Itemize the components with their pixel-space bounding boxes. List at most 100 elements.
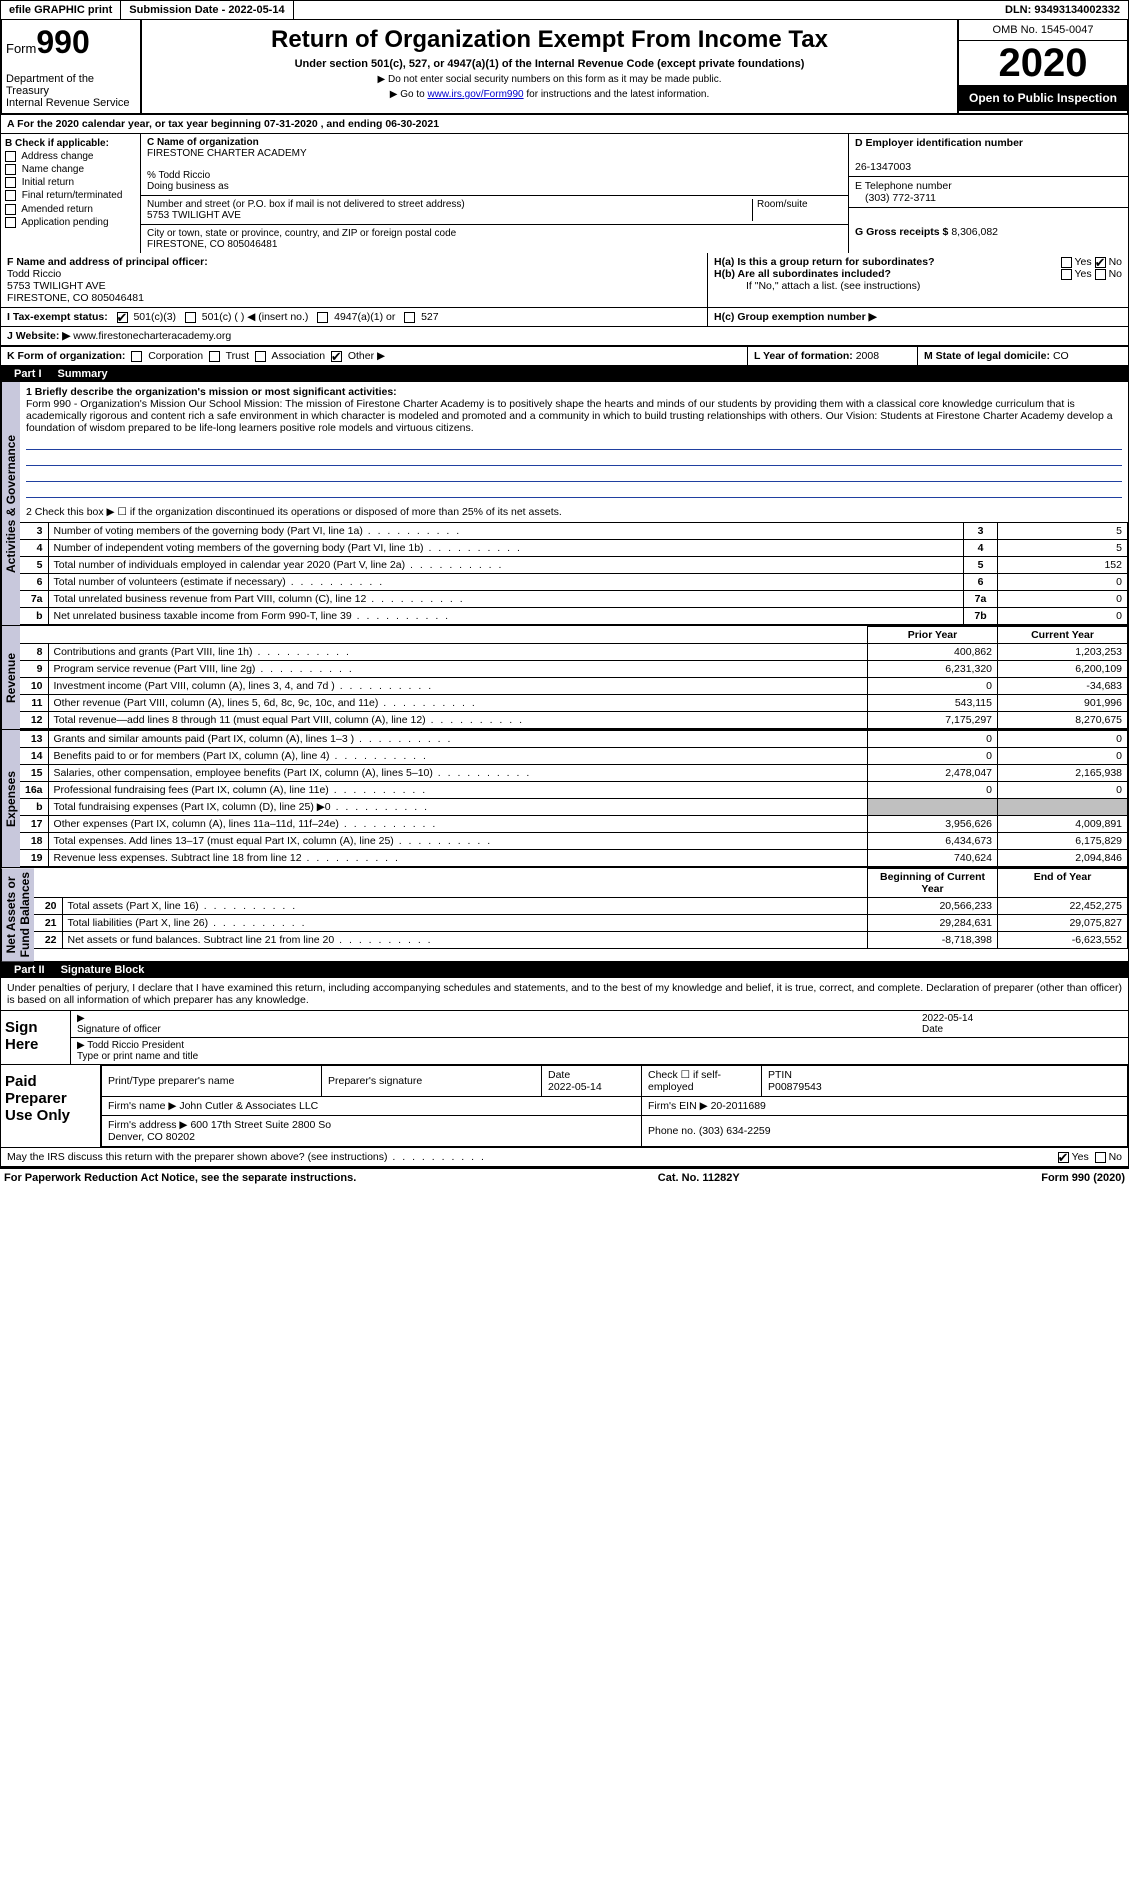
box-h: H(a) Is this a group return for subordin… xyxy=(708,253,1128,307)
ck-527[interactable] xyxy=(404,312,415,323)
side-rev: Revenue xyxy=(1,626,20,729)
table-header-row: Beginning of Current YearEnd of Year xyxy=(34,869,1128,898)
opt-assoc: Association xyxy=(271,350,325,362)
box-e: E Telephone number (303) 772-3711 xyxy=(849,177,1128,208)
table-row: 22Net assets or fund balances. Subtract … xyxy=(34,932,1128,949)
ck-assoc[interactable] xyxy=(255,351,266,362)
box-b-item[interactable]: Address change xyxy=(5,151,136,162)
pp-sig-label: Preparer's signature xyxy=(322,1066,542,1097)
box-f: F Name and address of principal officer:… xyxy=(1,253,708,307)
table-row: 9Program service revenue (Part VIII, lin… xyxy=(20,661,1128,678)
box-b-title: B Check if applicable: xyxy=(5,138,136,149)
part1-header: Part I Summary xyxy=(0,366,1129,382)
box-m: M State of legal domicile: CO xyxy=(918,347,1128,365)
table-row: 10Investment income (Part VIII, column (… xyxy=(20,678,1128,695)
ha-no[interactable] xyxy=(1095,257,1106,268)
city: FIRESTONE, CO 805046481 xyxy=(147,239,277,250)
hb-no[interactable] xyxy=(1095,269,1106,280)
box-b-item[interactable]: Amended return xyxy=(5,204,136,215)
side-ag: Activities & Governance xyxy=(1,382,20,625)
ck-501c3[interactable] xyxy=(117,312,128,323)
firm-ein: 20-2011689 xyxy=(711,1100,766,1112)
table-row: 12Total revenue—add lines 8 through 11 (… xyxy=(20,712,1128,729)
part2-title: Signature Block xyxy=(61,964,145,976)
instruction-2: ▶ Go to www.irs.gov/Form990 for instruct… xyxy=(148,89,951,100)
firm-ein-label: Firm's EIN ▶ xyxy=(648,1100,708,1112)
firm-name-label: Firm's name ▶ xyxy=(108,1100,176,1112)
line1-label: 1 Briefly describe the organization's mi… xyxy=(26,386,397,398)
phone-value: (303) 772-3711 xyxy=(855,192,936,204)
section-net: Net Assets or Fund Balances Beginning of… xyxy=(0,868,1129,962)
room-label: Room/suite xyxy=(752,199,842,221)
instruction-1: ▶ Do not enter social security numbers o… xyxy=(148,74,951,85)
ck-4947[interactable] xyxy=(317,312,328,323)
table-row: 17Other expenses (Part IX, column (A), l… xyxy=(20,816,1128,833)
pp-date-label: Date xyxy=(548,1069,570,1081)
dln: DLN: 93493134002332 xyxy=(997,1,1128,19)
mission-text: Form 990 - Organization's Mission Our Sc… xyxy=(26,398,1113,434)
table-row: 14Benefits paid to or for members (Part … xyxy=(20,748,1128,765)
city-row: City or town, state or province, country… xyxy=(141,225,848,253)
table-row: 8Contributions and grants (Part VIII, li… xyxy=(20,644,1128,661)
hb-label: H(b) Are all subordinates included? xyxy=(714,268,891,280)
box-hc: H(c) Group exemption number ▶ xyxy=(708,308,1128,326)
firm-phone: (303) 634-2259 xyxy=(699,1125,771,1137)
care-of: % Todd Riccio xyxy=(147,170,210,181)
side-exp: Expenses xyxy=(1,730,20,867)
box-b-item[interactable]: Initial return xyxy=(5,177,136,188)
part1-title: Summary xyxy=(58,368,108,380)
discuss-yes[interactable] xyxy=(1058,1152,1069,1163)
ein-label: D Employer identification number xyxy=(855,137,1023,149)
omb-number: OMB No. 1545-0047 xyxy=(959,20,1127,41)
box-b-item[interactable]: Final return/terminated xyxy=(5,190,136,201)
pp-self: Check ☐ if self-employed xyxy=(642,1066,762,1097)
firm-name: John Cutler & Associates LLC xyxy=(179,1100,318,1112)
form-subtitle: Under section 501(c), 527, or 4947(a)(1)… xyxy=(148,58,951,70)
form-org-label: K Form of organization: xyxy=(7,350,125,362)
efile-label: efile GRAPHIC print xyxy=(1,1,121,19)
officer-label: F Name and address of principal officer: xyxy=(7,256,208,268)
org-name-label: C Name of organization xyxy=(147,137,259,148)
officer-addr1: 5753 TWILIGHT AVE xyxy=(7,280,106,292)
department: Department of the Treasury Internal Reve… xyxy=(6,73,136,109)
ptin: P00879543 xyxy=(768,1081,822,1093)
table-net: Beginning of Current YearEnd of Year20To… xyxy=(34,868,1128,949)
phone-label: E Telephone number xyxy=(855,180,952,192)
table-rev: Prior YearCurrent Year8Contributions and… xyxy=(20,626,1128,729)
street-label: Number and street (or P.O. box if mail i… xyxy=(147,199,465,210)
form-number: 990 xyxy=(36,24,89,60)
box-c: C Name of organization FIRESTONE CHARTER… xyxy=(141,134,848,253)
box-b-item[interactable]: Application pending xyxy=(5,217,136,228)
pp-date: 2022-05-14 xyxy=(548,1081,602,1093)
table-row: 11Other revenue (Part VIII, column (A), … xyxy=(20,695,1128,712)
opt-501c3: 501(c)(3) xyxy=(133,311,176,323)
irs-link[interactable]: www.irs.gov/Form990 xyxy=(427,89,523,100)
box-g: G Gross receipts $ 8,306,082 xyxy=(849,208,1128,241)
box-b-item[interactable]: Name change xyxy=(5,164,136,175)
table-row: 13Grants and similar amounts paid (Part … xyxy=(20,731,1128,748)
table-row: 19Revenue less expenses. Subtract line 1… xyxy=(20,850,1128,867)
year-formation: 2008 xyxy=(856,350,879,362)
ha-yes[interactable] xyxy=(1061,257,1072,268)
section-rev: Revenue Prior YearCurrent Year8Contribut… xyxy=(0,626,1129,730)
part2-label: Part II xyxy=(8,964,51,976)
submission-date: Submission Date - 2022-05-14 xyxy=(121,1,293,19)
discuss-no[interactable] xyxy=(1095,1152,1106,1163)
ck-trust[interactable] xyxy=(209,351,220,362)
opt-other: Other ▶ xyxy=(348,350,385,362)
table-exp: 13Grants and similar amounts paid (Part … xyxy=(20,730,1128,867)
ck-corp[interactable] xyxy=(131,351,142,362)
opt-527: 527 xyxy=(421,311,439,323)
city-label: City or town, state or province, country… xyxy=(147,228,456,239)
ck-501c[interactable] xyxy=(185,312,196,323)
opt-trust: Trust xyxy=(226,350,250,362)
org-name: FIRESTONE CHARTER ACADEMY xyxy=(147,148,307,159)
opt-501c: 501(c) ( ) ◀ (insert no.) xyxy=(202,311,309,323)
instr2-pre: ▶ Go to xyxy=(390,89,428,100)
ck-other[interactable] xyxy=(331,351,342,362)
form-title: Return of Organization Exempt From Incom… xyxy=(148,26,951,54)
hb-yes[interactable] xyxy=(1061,269,1072,280)
table-row: bTotal fundraising expenses (Part IX, co… xyxy=(20,799,1128,816)
side-net: Net Assets or Fund Balances xyxy=(1,868,34,961)
line-a: A For the 2020 calendar year, or tax yea… xyxy=(0,115,1129,134)
